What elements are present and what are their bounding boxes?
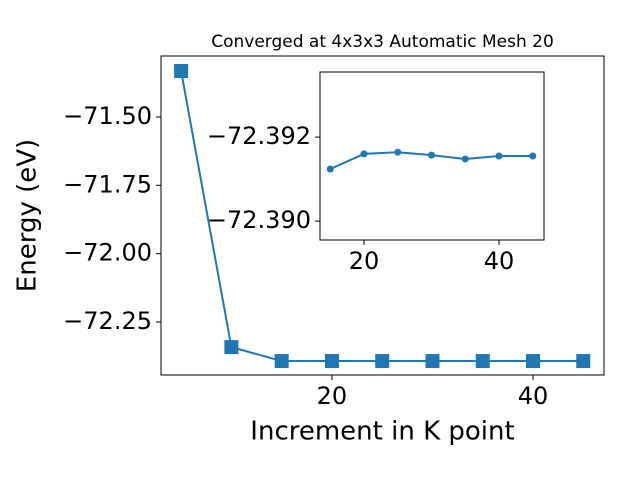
y-tick-label: −71.50 <box>63 102 152 130</box>
y-tick-label: −72.25 <box>63 307 152 335</box>
y-tick-label: −71.75 <box>63 170 152 198</box>
chart-title: Converged at 4x3x3 Automatic Mesh 20 <box>211 32 554 52</box>
y-tick-label: −72.00 <box>63 239 152 267</box>
x-axis-label: Increment in K point <box>250 417 514 447</box>
marker <box>526 354 541 369</box>
marker <box>224 340 239 355</box>
x-tick-label: 40 <box>484 247 515 275</box>
marker <box>375 354 390 369</box>
marker <box>529 152 537 160</box>
marker <box>326 165 334 173</box>
marker <box>495 152 503 160</box>
y-axis-label: Energy (eV) <box>13 139 43 292</box>
marker <box>461 155 469 163</box>
marker <box>360 150 368 158</box>
marker <box>324 354 339 369</box>
marker <box>425 354 440 369</box>
x-tick-label: 20 <box>317 382 348 410</box>
marker <box>475 354 490 369</box>
marker <box>274 354 289 369</box>
y-tick-label: −72.390 <box>207 206 311 234</box>
marker <box>427 151 435 159</box>
marker <box>576 354 591 369</box>
marker <box>174 64 189 79</box>
x-tick-label: 20 <box>349 247 380 275</box>
marker <box>394 148 402 156</box>
y-tick-label: −72.392 <box>207 122 311 150</box>
x-tick-label: 40 <box>518 382 549 410</box>
